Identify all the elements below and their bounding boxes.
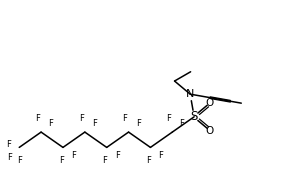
Text: F: F bbox=[79, 114, 83, 123]
Text: O: O bbox=[206, 126, 214, 136]
Text: F: F bbox=[122, 114, 127, 123]
Text: O: O bbox=[206, 98, 214, 108]
Text: F: F bbox=[92, 119, 97, 128]
Text: F: F bbox=[6, 140, 10, 149]
Text: F: F bbox=[158, 151, 163, 160]
Text: F: F bbox=[166, 114, 171, 123]
Text: F: F bbox=[136, 119, 141, 128]
Text: F: F bbox=[146, 156, 151, 165]
Text: F: F bbox=[71, 151, 76, 160]
Text: F: F bbox=[18, 156, 22, 165]
Text: F: F bbox=[179, 119, 184, 128]
Text: F: F bbox=[115, 151, 119, 160]
Text: F: F bbox=[48, 119, 53, 128]
Text: F: F bbox=[103, 156, 107, 165]
Text: F: F bbox=[7, 153, 12, 162]
Text: F: F bbox=[59, 156, 63, 165]
Text: S: S bbox=[190, 110, 198, 123]
Text: F: F bbox=[35, 114, 40, 123]
Text: N: N bbox=[186, 89, 194, 99]
